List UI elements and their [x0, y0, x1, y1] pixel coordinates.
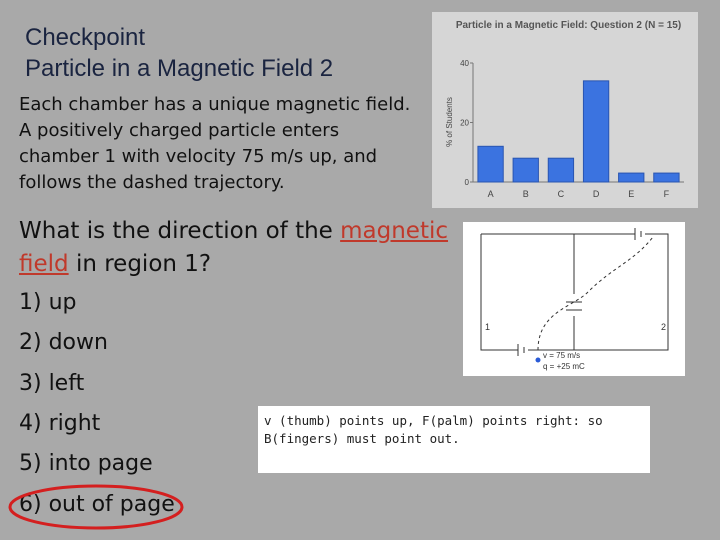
bar	[618, 172, 645, 183]
title-line: Particle in a Magnetic Field 2	[25, 55, 334, 82]
title-line: Checkpoint	[25, 24, 146, 51]
y-tick-label: 40	[460, 59, 469, 68]
circuit-diagram: 1 2 v = 75 m/s q = +25 mC	[463, 222, 685, 376]
bar	[477, 145, 504, 183]
intro-text: Each chamber has a unique magnetic field…	[19, 94, 411, 193]
particle	[535, 357, 541, 363]
option: 2) down	[19, 330, 108, 356]
question-text: What is the direction of the	[19, 218, 341, 244]
option: 4) right	[19, 410, 101, 436]
bar	[582, 80, 610, 183]
y-axis-label: % of Students	[445, 97, 454, 147]
slide-title: Checkpoint Particle in a Magnetic Field …	[25, 22, 333, 84]
x-tick-label: C	[558, 189, 565, 199]
x-tick-label: E	[628, 189, 634, 199]
question-highlight: magnetic field	[19, 218, 449, 277]
bar	[547, 157, 575, 183]
y-tick-label: 0	[465, 178, 470, 187]
x-tick-label: B	[523, 189, 529, 199]
question-text: in region 1?	[68, 251, 212, 277]
explanation: v (thumb) points up, F(palm) points righ…	[258, 406, 650, 473]
trajectory	[537, 236, 654, 351]
chart-title: Particle in a Magnetic Field: Question 2…	[455, 20, 682, 31]
charge-label: q = +25 mC	[543, 362, 585, 371]
option: 6) out of page	[19, 491, 175, 517]
x-tick-label: D	[593, 189, 600, 199]
x-tick-label: A	[488, 189, 494, 199]
question: What is the direction of the magnetic fi…	[19, 215, 459, 281]
option: 3) left	[19, 370, 85, 396]
bar	[653, 172, 680, 183]
region-label: 2	[661, 322, 666, 332]
answer-circle	[8, 484, 184, 530]
circuit-wires	[480, 228, 669, 356]
bar	[512, 157, 539, 183]
option: 1) up	[19, 290, 77, 315]
x-tick-label: F	[664, 189, 670, 199]
y-tick-label: 20	[460, 119, 469, 128]
region-label: 1	[485, 322, 490, 332]
chart: % of Students 0 20 40 A B C D E F	[432, 12, 698, 208]
velocity-label: v = 75 m/s	[543, 351, 580, 360]
option: 5) into page	[19, 451, 153, 477]
